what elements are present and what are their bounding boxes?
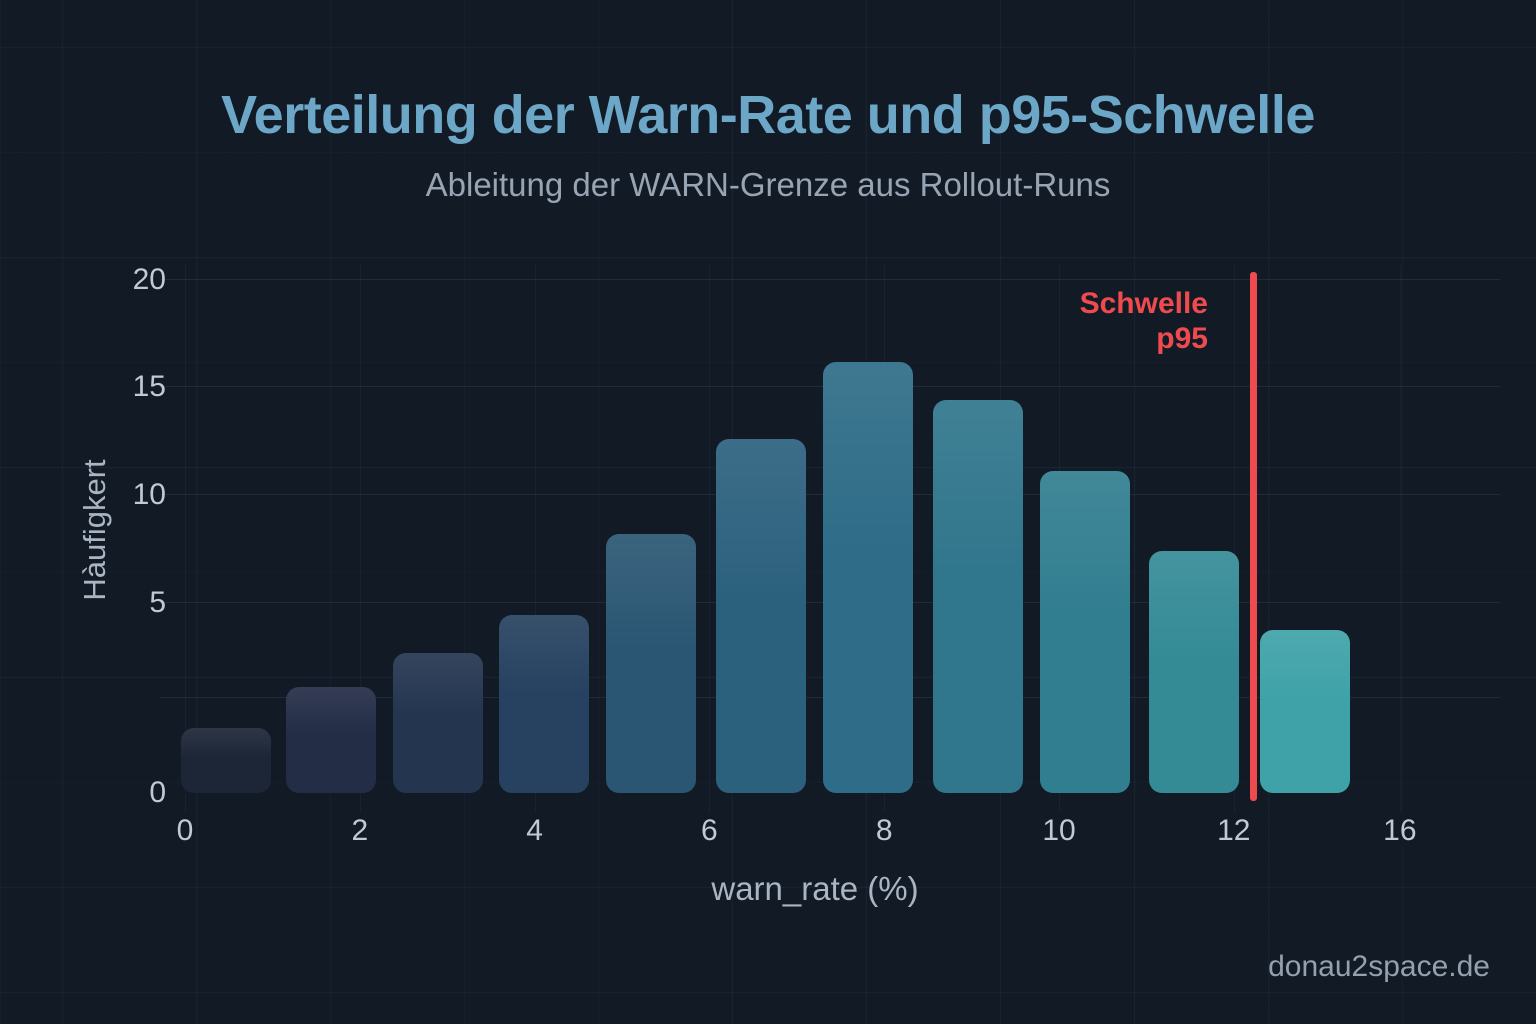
watermark: donau2space.de: [1268, 950, 1490, 983]
x-tick-label: 2: [351, 814, 369, 847]
histogram-bar: [393, 652, 484, 793]
page-title: Verteilung der Warn-Rate und p95-Schwell…: [221, 85, 1315, 145]
x-tick-label: 12: [1217, 814, 1251, 847]
y-tick-label: 15: [132, 370, 166, 404]
histogram-bar: [285, 686, 376, 793]
p95-threshold-label: Schwelle p95: [1080, 286, 1208, 356]
histogram-bar: [1259, 629, 1350, 793]
histogram-bar: [499, 614, 590, 793]
histogram-bar: [605, 533, 696, 793]
gridline-vertical: [709, 265, 711, 813]
y-tick-label: 0: [149, 776, 166, 809]
gridline-vertical: [1399, 265, 1401, 813]
gridline-vertical: [185, 265, 186, 813]
gridline-vertical: [359, 265, 361, 813]
y-tick-label: 5: [149, 586, 166, 620]
threshold-label-line2: p95: [1156, 322, 1208, 355]
x-tick-label: 8: [875, 814, 893, 847]
p95-threshold-line: [1250, 272, 1258, 801]
x-tick-label: 0: [176, 814, 194, 847]
threshold-label-line1: Schwelle: [1079, 287, 1208, 320]
histogram-bar: [1149, 551, 1240, 793]
histogram-bar: [181, 728, 272, 793]
gridline-vertical: [534, 265, 536, 813]
gridline-horizontal: [160, 279, 1500, 280]
y-axis-tick-labels: 0 5 10 15 20: [0, 263, 166, 809]
y-axis-title: Hàufigkert: [77, 459, 112, 601]
x-tick-label: 6: [701, 814, 718, 847]
histogram-bar: [1040, 471, 1131, 793]
y-tick-label: 10: [132, 477, 166, 511]
x-tick-label: 16: [1383, 814, 1417, 847]
gridline-vertical: [1233, 265, 1235, 813]
x-tick-label: 10: [1042, 814, 1076, 847]
page-subtitle: Ableitung der WARN-Grenze aus Rollout-Ru…: [425, 166, 1111, 203]
x-tick-label: 4: [526, 814, 543, 847]
y-tick-label: 20: [132, 263, 166, 296]
plot-area: Schwelle p95: [160, 265, 1500, 813]
histogram-bar: [715, 438, 806, 793]
histogram-bar: [932, 400, 1023, 793]
x-axis-title: warn_rate (%): [711, 870, 919, 907]
histogram-bar: [823, 361, 914, 793]
x-axis-tick-labels: 0 2 4 6 8 10 12 16: [170, 814, 1460, 854]
